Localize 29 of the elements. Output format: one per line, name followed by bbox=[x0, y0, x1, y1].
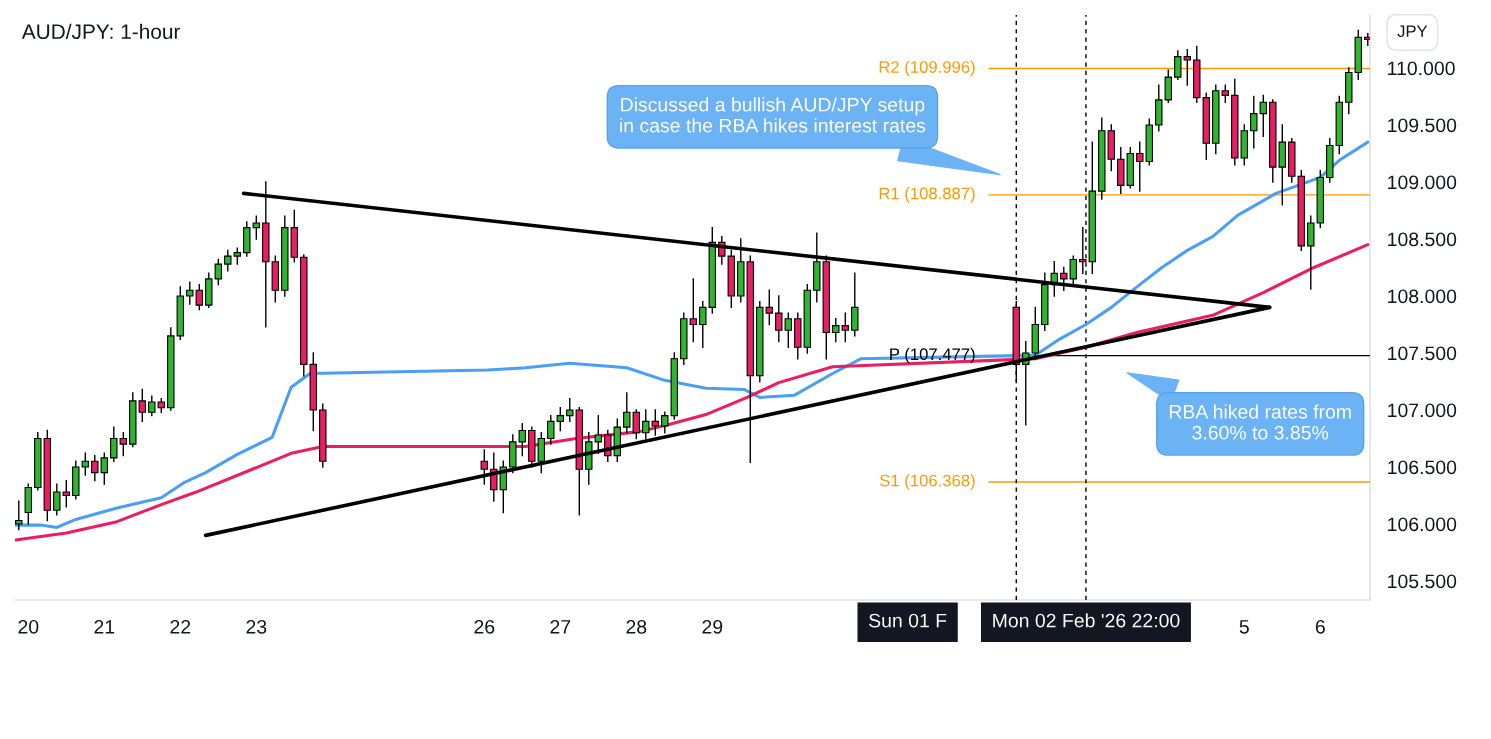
ref-line-label: S1 (106.368) bbox=[880, 474, 975, 490]
x-tick-label: 28 bbox=[626, 619, 647, 634]
y-tick-label: 107.500 bbox=[1388, 346, 1457, 361]
x-tick-label: 21 bbox=[94, 619, 115, 634]
annotation: RBA hiked rates from 3.60% to 3.85% bbox=[1169, 404, 1351, 440]
ref-line-label: R2 (109.996) bbox=[879, 60, 975, 77]
chart-title: AUD/JPY: 1-hour bbox=[21, 23, 181, 40]
y-tick-label: 108.500 bbox=[1388, 232, 1457, 247]
x-tick-label: 27 bbox=[550, 619, 571, 634]
text: Sun 01 F bbox=[869, 613, 947, 628]
x-tick-label: 5 bbox=[1239, 620, 1249, 634]
x-tick-label: 26 bbox=[474, 619, 495, 634]
x-tick-label: 22 bbox=[170, 619, 191, 634]
x-tick-label: 23 bbox=[246, 619, 267, 634]
x-tick-label: 6 bbox=[1315, 619, 1325, 634]
y-tick-label: 110.000 bbox=[1388, 61, 1455, 76]
x-tick-label: 29 bbox=[702, 619, 723, 634]
y-axis-title: JPY bbox=[1397, 25, 1428, 38]
y-tick-label: 106.500 bbox=[1388, 460, 1457, 475]
y-tick-label: 105.500 bbox=[1388, 574, 1457, 589]
annotation: Discussed a bullish AUD/JPY setup in case the RBA hikes interest rates bbox=[620, 97, 926, 133]
y-tick-label: 109.500 bbox=[1388, 118, 1457, 133]
x-tick-label: 20 bbox=[18, 619, 39, 634]
y-tick-label: 109.000 bbox=[1388, 175, 1457, 190]
y-tick-label: 108.000 bbox=[1388, 289, 1457, 304]
ref-line-label: R1 (108.887) bbox=[879, 187, 975, 203]
y-tick-label: 106.000 bbox=[1388, 517, 1457, 532]
y-tick-label: 107.000 bbox=[1388, 403, 1457, 418]
text: Mon 02 Feb '26 22:00 bbox=[993, 613, 1180, 628]
